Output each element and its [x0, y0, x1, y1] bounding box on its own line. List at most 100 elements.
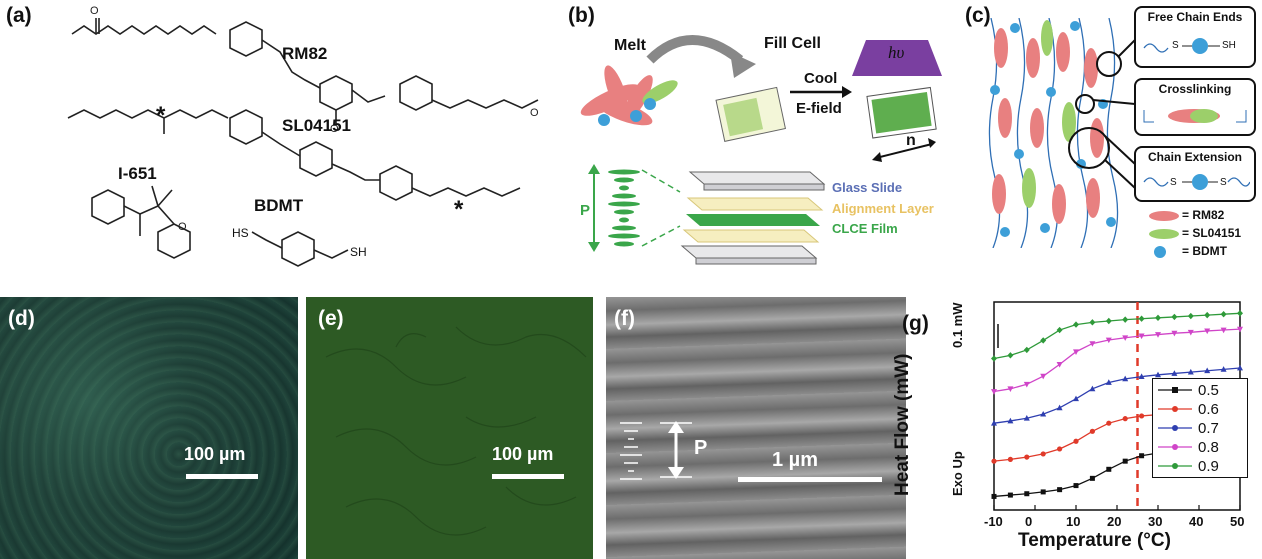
hv-label: hυ — [888, 43, 905, 62]
point-0.9 — [991, 355, 997, 362]
micrograph-f: (f) P 1 µm — [606, 297, 906, 559]
legend-swatch — [1158, 444, 1192, 450]
point-0.9 — [1171, 313, 1178, 321]
sl-chiral-star-2: * — [454, 196, 464, 223]
point-0.8 — [1056, 362, 1063, 368]
process-schematic — [580, 35, 942, 265]
legend-swatch — [1158, 425, 1192, 431]
legend-rm82: = RM82 — [1182, 208, 1225, 222]
alignment-layer-label: Alignment Layer — [832, 201, 934, 216]
x-tick-label: 20 — [1107, 514, 1122, 529]
series-line-0.9 — [993, 312, 1241, 360]
chain-ext-s1: S — [1170, 177, 1177, 188]
rm82-methyl-o: O — [330, 123, 339, 135]
point-0.5 — [1122, 458, 1128, 464]
point-0.7 — [1155, 371, 1161, 378]
point-0.7 — [1187, 368, 1194, 375]
panel-c-label: (c) — [965, 4, 991, 27]
x-tick-label: 10 — [1066, 514, 1081, 529]
sem-bands — [606, 297, 906, 559]
point-0.9 — [1073, 321, 1079, 328]
panel-f-label: (f) — [614, 307, 635, 330]
point-0.7 — [1220, 366, 1227, 372]
free-chain-ends-title: Free Chain Ends — [1147, 10, 1243, 24]
network-schematic — [988, 18, 1135, 248]
legend-entry-0.6: 0.6 — [1153, 400, 1247, 419]
panel-e-label: (e) — [318, 307, 344, 330]
point-0.5 — [1007, 492, 1013, 498]
melt-mesogens — [580, 65, 678, 126]
legend-label: 0.8 — [1198, 439, 1219, 456]
point-0.9 — [1105, 317, 1112, 325]
point-0.9 — [1056, 326, 1063, 334]
sl04151-name: SL04151 — [282, 116, 351, 135]
rm82-name: RM82 — [282, 44, 328, 63]
clce-film-label: CLCE Film — [832, 221, 898, 236]
scale-d-text: 100 µm — [184, 444, 246, 464]
point-0.8 — [1089, 341, 1096, 347]
micrograph-d-texture — [0, 297, 298, 559]
i651-o: O — [178, 221, 187, 233]
legend-entry-0.7: 0.7 — [1153, 419, 1247, 438]
point-0.6 — [1007, 456, 1013, 462]
point-0.7 — [1204, 367, 1211, 374]
chemical-structures: O O O O — [67, 5, 539, 267]
scale-e-bar — [492, 474, 564, 479]
crosslinking-diagram — [1143, 109, 1247, 123]
glass-slide-label: Glass Slide — [832, 180, 903, 195]
chain-ext-s2: S — [1220, 177, 1227, 188]
point-0.6 — [1139, 413, 1145, 419]
fill-cell — [715, 86, 787, 142]
point-0.9 — [1040, 337, 1047, 344]
fill-arrow — [646, 35, 744, 64]
point-0.7 — [1138, 373, 1145, 380]
point-0.6 — [1040, 451, 1046, 457]
x-axis-label: Temperature (°C) — [1018, 530, 1171, 551]
series-line-0.8 — [993, 328, 1241, 393]
sl-chiral-star-1: * — [156, 102, 166, 129]
point-0.9 — [1204, 311, 1211, 319]
x-tick-label: 50 — [1230, 514, 1245, 529]
point-0.8 — [991, 389, 997, 395]
chain-extension-diagram — [1143, 174, 1250, 190]
pitch-label-b: P — [580, 202, 591, 219]
uv-lamp — [852, 40, 942, 76]
point-0.7 — [1122, 375, 1129, 382]
panel-d-label: (d) — [8, 307, 35, 330]
point-0.9 — [1138, 315, 1145, 322]
point-0.8 — [1187, 329, 1194, 336]
point-0.9 — [1237, 310, 1243, 317]
legend-label: 0.5 — [1198, 382, 1219, 399]
i651-name: I-651 — [118, 164, 157, 183]
legend-sl04151: = SL04151 — [1182, 226, 1242, 240]
legend-entry-0.8: 0.8 — [1153, 438, 1247, 457]
point-0.8 — [1023, 381, 1030, 388]
scale-e-text: 100 µm — [492, 444, 554, 464]
sem-p-label: P — [694, 437, 708, 459]
cell-stack — [680, 171, 826, 265]
helix-schematic — [588, 164, 681, 252]
legend-entry-0.9: 0.9 — [1153, 457, 1247, 476]
network-legend: = RM82 = SL04151 = BDMT — [1148, 208, 1258, 262]
micrograph-d: (d) 100 µm — [0, 297, 298, 559]
melt-label: Melt — [614, 37, 646, 54]
free-chain-ends-diagram — [1143, 38, 1220, 54]
crosslinking-callout: Crosslinking — [1134, 78, 1256, 136]
bdmt-sh: SH — [350, 245, 367, 259]
point-0.6 — [1024, 454, 1030, 460]
point-0.9 — [1187, 312, 1194, 320]
exo-up-label: Exo Up — [950, 451, 965, 496]
point-0.8 — [1171, 330, 1178, 337]
point-0.8 — [1237, 326, 1243, 333]
legend-entry-0.5: 0.5 — [1153, 381, 1247, 400]
fill-cell-label: Fill Cell — [764, 35, 821, 52]
legend-label: 0.7 — [1198, 420, 1219, 437]
director-n-label: n — [906, 132, 916, 149]
point-0.7 — [1171, 370, 1178, 376]
legend-label: 0.9 — [1198, 458, 1219, 475]
micrograph-e: (e) 100 µm — [306, 297, 593, 559]
legend-swatch — [1158, 387, 1192, 393]
panel-b-label: (b) — [568, 4, 595, 27]
cool-label: Cool — [804, 70, 838, 87]
point-0.8 — [1040, 373, 1047, 380]
